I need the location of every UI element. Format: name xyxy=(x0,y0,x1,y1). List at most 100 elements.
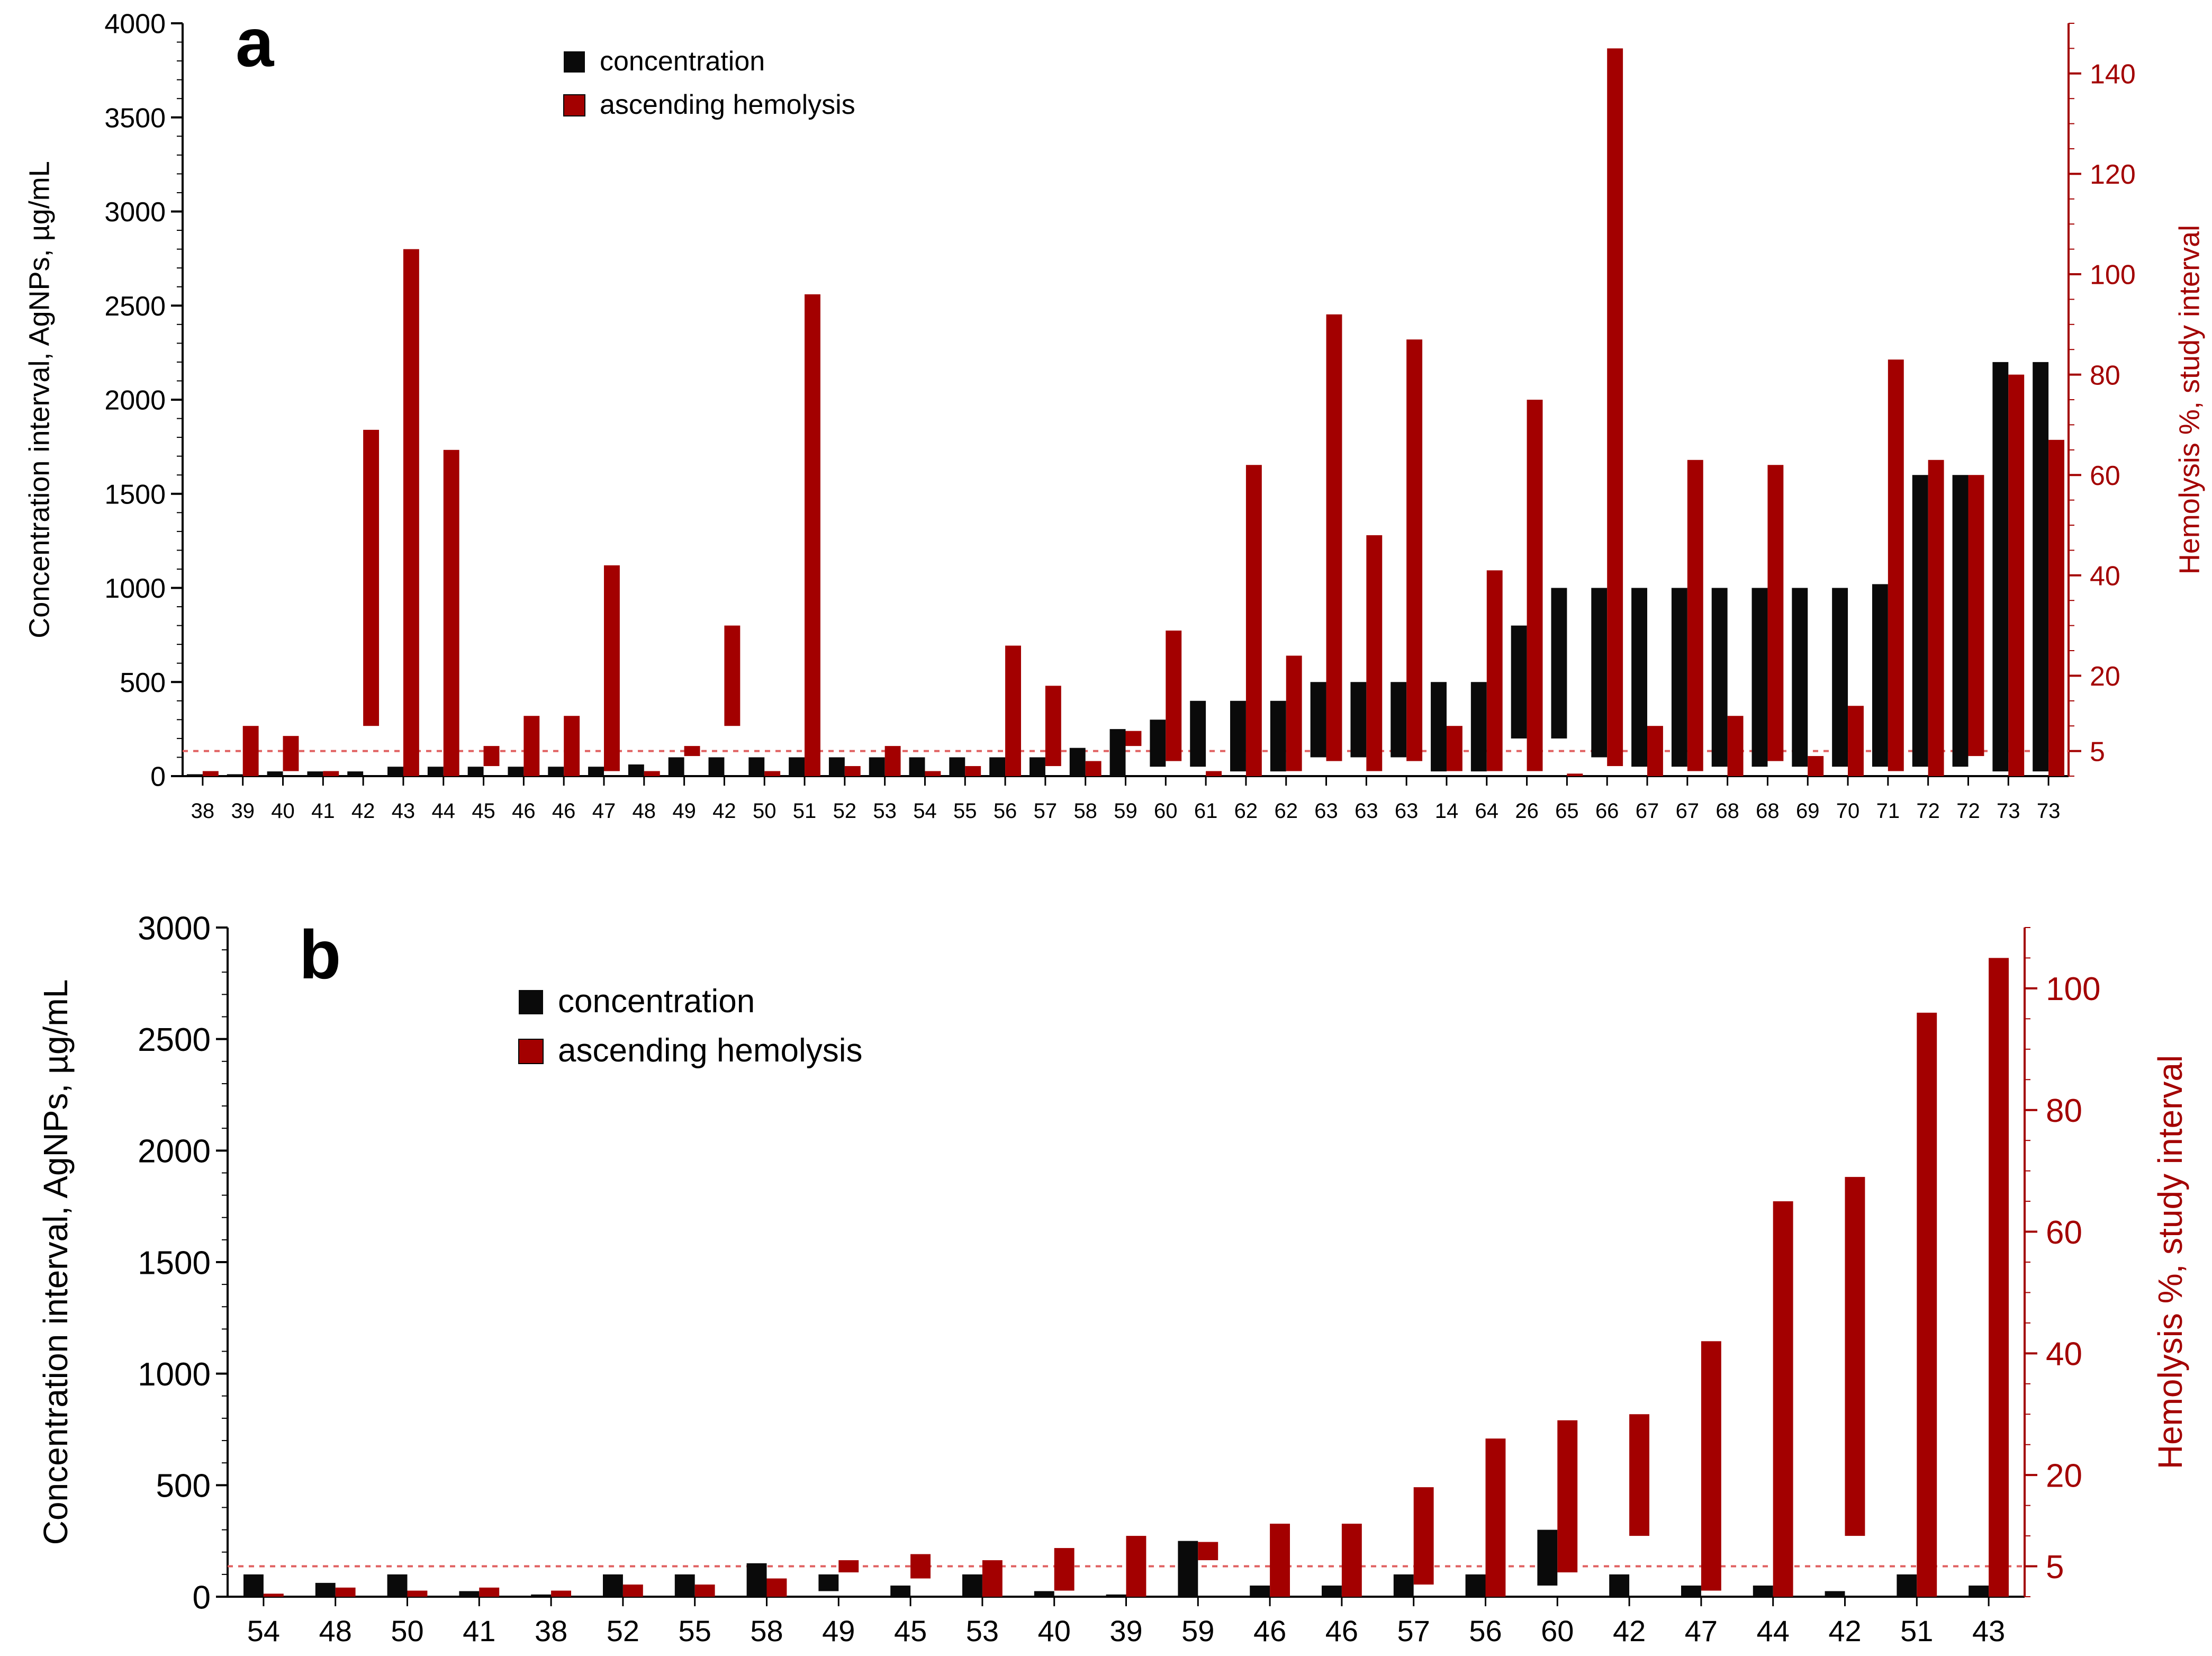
concentration-bar xyxy=(267,771,283,776)
concentration-bar xyxy=(548,767,564,776)
category-label: 65 xyxy=(1555,799,1579,823)
concentration-bar xyxy=(1751,588,1768,767)
legend-swatch-concentration xyxy=(519,990,543,1014)
category-label: 51 xyxy=(793,799,817,823)
concentration-bar xyxy=(1952,475,1969,767)
hemolysis-bar xyxy=(1125,731,1142,746)
category-label: 48 xyxy=(319,1614,352,1648)
concentration-bar xyxy=(949,757,965,776)
concentration-bar xyxy=(1872,584,1888,767)
category-label: 63 xyxy=(1395,799,1419,823)
concentration-bar xyxy=(708,757,725,776)
hemolysis-bar xyxy=(1848,706,1864,776)
hemolysis-bar xyxy=(764,771,781,776)
category-label: 58 xyxy=(1073,799,1097,823)
concentration-bar xyxy=(588,767,604,776)
concentration-bar xyxy=(1322,1585,1342,1597)
right-tick-label: 20 xyxy=(2090,661,2120,692)
category-label: 53 xyxy=(966,1614,999,1648)
category-label: 44 xyxy=(432,799,456,823)
concentration-bar xyxy=(1897,1574,1917,1597)
category-label: 46 xyxy=(1253,1614,1286,1648)
category-label: 57 xyxy=(1034,799,1058,823)
hemolysis-bar xyxy=(1245,465,1262,776)
concentration-bar xyxy=(347,771,364,776)
panel-letter: b xyxy=(299,916,341,993)
concentration-bar xyxy=(1792,588,1808,767)
hemolysis-bar xyxy=(644,771,660,776)
hemolysis-bar xyxy=(838,1560,859,1573)
hemolysis-bar xyxy=(1989,958,2009,1597)
category-label: 54 xyxy=(247,1614,280,1648)
concentration-bar xyxy=(1270,700,1286,772)
concentration-bar xyxy=(467,767,484,776)
legend-swatch-concentration xyxy=(564,51,585,73)
category-label: 59 xyxy=(1181,1614,1214,1648)
category-label: 46 xyxy=(552,799,576,823)
category-label: 54 xyxy=(913,799,937,823)
hemolysis-bar xyxy=(694,1585,715,1597)
category-label: 67 xyxy=(1636,799,1659,823)
hemolysis-bar xyxy=(551,1590,571,1597)
category-label: 26 xyxy=(1515,799,1539,823)
hemolysis-bar xyxy=(335,1587,356,1597)
category-label: 56 xyxy=(994,799,1017,823)
right-axis-title: Hemolysis %, study interval xyxy=(2173,225,2205,574)
right-tick-label: 60 xyxy=(2046,1214,2082,1251)
right-tick-label: 40 xyxy=(2090,561,2120,592)
category-label: 39 xyxy=(1109,1614,1142,1648)
hemolysis-bar xyxy=(202,771,219,776)
hemolysis-bar xyxy=(1198,1542,1218,1561)
right-tick-label: 80 xyxy=(2090,360,2120,391)
category-label: 73 xyxy=(2037,799,2061,823)
category-label: 40 xyxy=(271,799,295,823)
concentration-bar xyxy=(1393,1574,1414,1597)
concentration-bar xyxy=(387,767,403,776)
hemolysis-bar xyxy=(1647,726,1663,776)
concentration-bar xyxy=(1511,625,1527,739)
left-tick-label: 4000 xyxy=(104,9,166,40)
category-label: 53 xyxy=(873,799,897,823)
hemolysis-bar xyxy=(407,1590,428,1597)
hemolysis-bar xyxy=(1085,761,1102,776)
concentration-bar xyxy=(1969,1585,1989,1597)
right-tick-label: 140 xyxy=(2090,59,2136,90)
concentration-bar xyxy=(1431,682,1447,772)
hemolysis-bar xyxy=(263,1594,284,1597)
category-label: 69 xyxy=(1796,799,1820,823)
hemolysis-bar xyxy=(844,766,861,776)
hemolysis-bar xyxy=(564,716,580,776)
legend-swatch-hemolysis xyxy=(518,1039,544,1064)
legend: concentration ascending hemolysis xyxy=(563,46,855,120)
left-tick-label: 2000 xyxy=(138,1133,211,1170)
concentration-bar xyxy=(531,1594,552,1597)
hemolysis-bar xyxy=(1413,1487,1434,1585)
category-label: 62 xyxy=(1274,799,1298,823)
concentration-bar xyxy=(1150,719,1166,767)
left-tick-label: 1500 xyxy=(104,479,166,510)
concentration-bar xyxy=(1992,362,2009,772)
category-label: 52 xyxy=(833,799,857,823)
hemolysis-bar xyxy=(1326,314,1342,761)
right-tick-label: 80 xyxy=(2046,1093,2082,1129)
concentration-bar xyxy=(603,1574,623,1597)
concentration-bar xyxy=(989,757,1006,776)
concentration-bar xyxy=(1591,588,1608,758)
hemolysis-bar xyxy=(1968,475,1984,757)
hemolysis-bar xyxy=(684,746,700,757)
hemolysis-bar xyxy=(1567,773,1583,776)
hemolysis-bar xyxy=(1727,716,1744,776)
hemolysis-bar xyxy=(1446,726,1462,771)
right-axis-title: Hemolysis %, study interval xyxy=(2151,1055,2189,1469)
hemolysis-bar xyxy=(603,565,620,771)
category-label: 70 xyxy=(1836,799,1860,823)
right-tick-label: 5 xyxy=(2046,1549,2064,1586)
hemolysis-bar xyxy=(363,429,380,726)
category-label: 47 xyxy=(592,799,616,823)
left-tick-label: 500 xyxy=(156,1468,211,1505)
hemolysis-bar xyxy=(479,1587,500,1597)
category-label: 38 xyxy=(191,799,215,823)
hemolysis-bar xyxy=(443,449,459,776)
category-label: 49 xyxy=(822,1614,855,1648)
concentration-bar xyxy=(227,774,243,776)
